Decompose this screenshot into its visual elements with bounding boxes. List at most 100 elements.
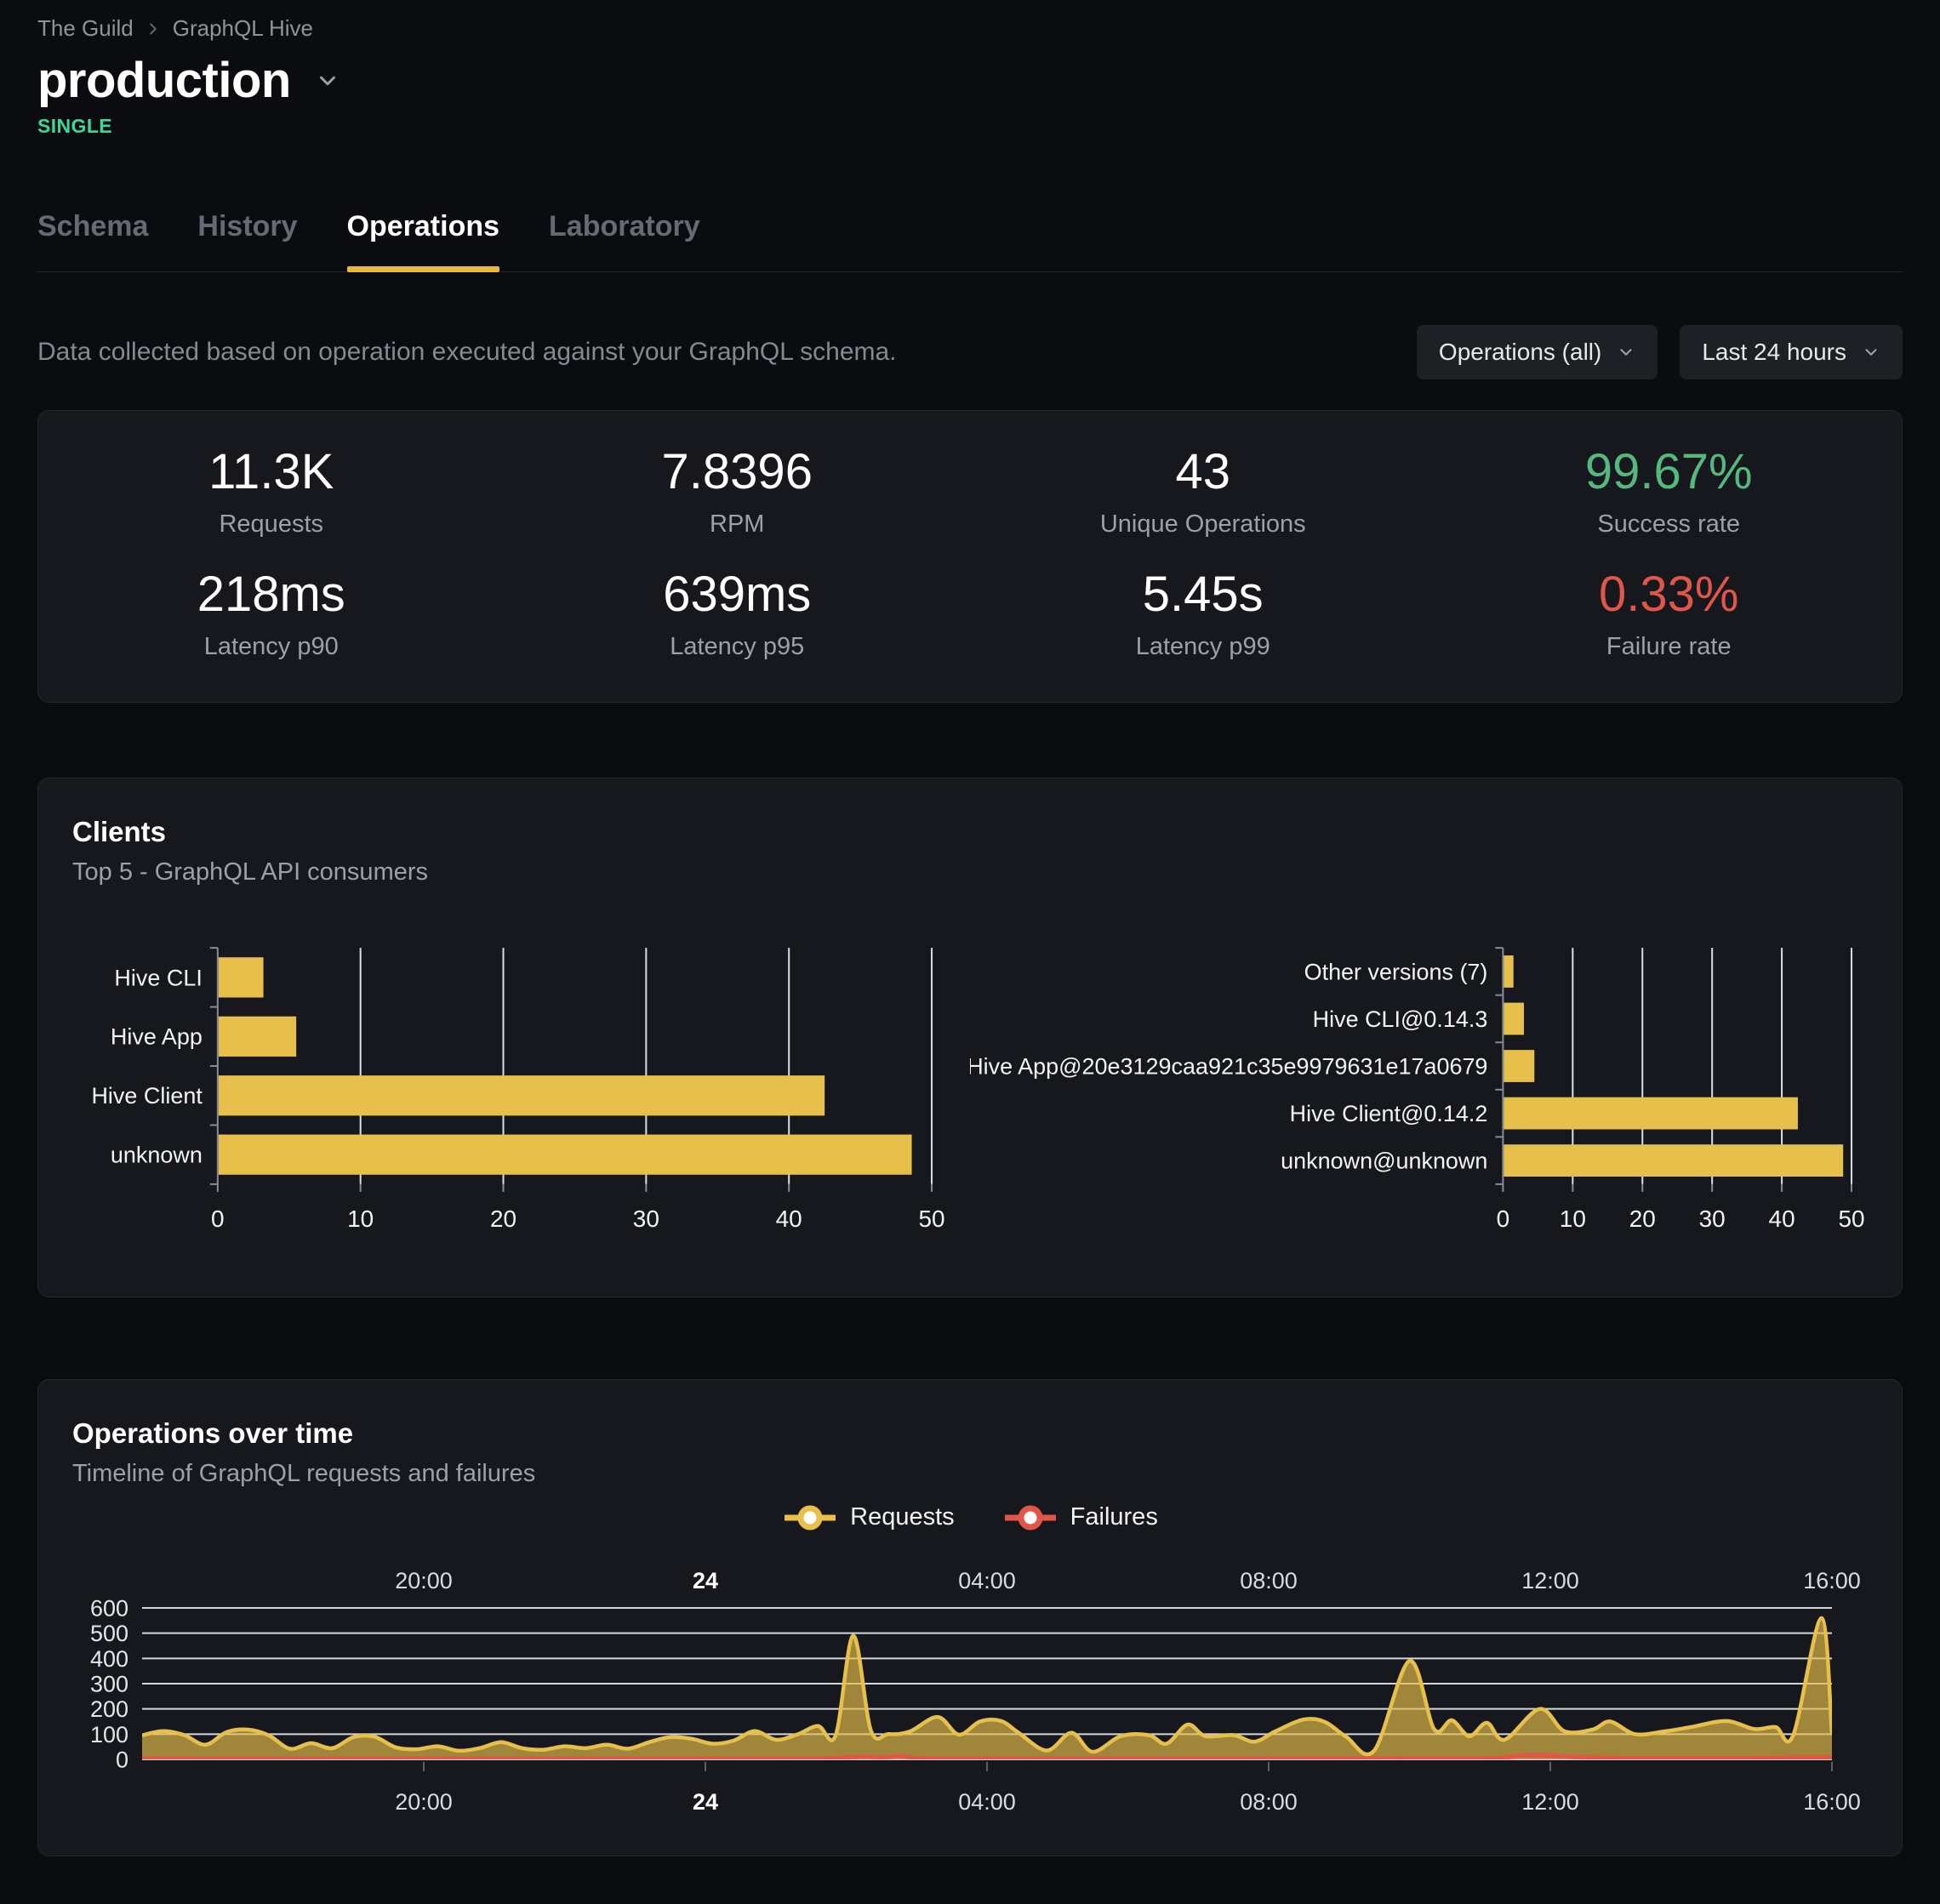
x-tick-label-bottom: 04:00 [958,1789,1016,1815]
x-tick-label-top: 12:00 [1521,1568,1579,1593]
requests-line [142,1616,1832,1757]
x-tick-label: 10 [347,1206,374,1232]
category-label: Hive CLI@0.14.3 [1313,1006,1488,1032]
timeline-card-subtitle: Timeline of GraphQL requests and failure… [72,1459,536,1487]
y-tick-label: 0 [116,1747,128,1772]
operations-filter-label: Operations (all) [1438,339,1602,366]
legend-label: Requests [850,1503,955,1531]
filters: Operations (all) Last 24 hours [1416,325,1903,380]
failures-series-marker-icon [1002,1503,1058,1532]
stat-value: 5.45s [1142,567,1264,623]
x-tick-label: 20 [1629,1206,1656,1232]
y-tick-label: 100 [90,1722,128,1747]
x-tick-label: 50 [1838,1206,1864,1232]
tab-bar: Schema History Operations Laboratory [37,209,1903,273]
time-range-dropdown[interactable]: Last 24 hours [1680,325,1903,380]
stat-requests: 11.3K Requests [38,444,505,539]
x-tick-label: 0 [211,1206,225,1232]
clients-card-title: Clients [72,816,167,848]
x-tick-label-top: 08:00 [1240,1568,1298,1593]
bar[interactable] [1504,955,1514,988]
client-versions-bar-chart[interactable]: Other versions (7) Hive CLI@0.14.3 Hive Ap… [970,941,1868,1235]
stat-label: Latency p99 [1135,633,1270,661]
y-tick-label: 400 [90,1646,128,1672]
tab-schema[interactable]: Schema [37,209,149,242]
category-label: unknown [111,1143,203,1168]
breadcrumb-project[interactable]: GraphQL Hive [172,15,313,41]
stat-value: 11.3K [208,444,334,500]
requests-area [142,1617,1832,1759]
requests-series-marker-icon [782,1503,838,1532]
category-label: Hive Client [91,1083,203,1109]
legend-item-failures[interactable]: Failures [1002,1503,1158,1532]
tab-operations[interactable]: Operations [346,210,500,273]
bar[interactable] [1504,1144,1844,1177]
category-label: Hive CLI [114,965,202,990]
chart-legend: Requests Failures [72,1503,1868,1532]
stat-latency-p99: 5.45s Latency p99 [970,567,1436,661]
y-tick-label: 600 [90,1595,128,1621]
target-type-badge: SINGLE [37,114,113,137]
tab-history[interactable]: History [197,209,298,242]
x-tick-label: 0 [1497,1206,1510,1232]
stat-value: 7.8396 [661,444,813,500]
bar[interactable] [1504,1002,1524,1035]
legend-label: Failures [1070,1503,1158,1531]
bar[interactable] [1504,1050,1535,1082]
target-picker-chevron-down-icon[interactable] [315,68,340,94]
operations-over-time-card: Operations over time Timeline of GraphQL… [37,1379,1903,1856]
stat-rpm: 7.8396 RPM [505,444,971,539]
chevron-down-icon [1617,343,1635,362]
x-tick-label-bottom: 12:00 [1521,1789,1579,1815]
clients-charts-row: Hive CLI Hive App Hive Client unknown 0 10 20 3… [72,941,1868,1235]
legend-item-requests[interactable]: Requests [782,1503,955,1532]
stat-label: Latency p95 [670,633,805,661]
breadcrumb-org[interactable]: The Guild [37,15,134,41]
stat-label: Latency p90 [203,633,339,661]
operations-filter-dropdown[interactable]: Operations (all) [1416,325,1658,380]
stat-value: 99.67% [1584,444,1753,500]
stat-label: Failure rate [1606,633,1732,661]
stat-value: 218ms [197,567,345,623]
stat-success-rate: 99.67% Success rate [1436,444,1903,539]
clients-card-subtitle: Top 5 - GraphQL API consumers [72,858,429,886]
x-tick-label: 40 [776,1206,802,1232]
stat-value: 43 [1175,444,1230,500]
y-tick-label: 500 [90,1621,128,1646]
tab-laboratory[interactable]: Laboratory [549,209,700,242]
chevron-down-icon [1862,343,1880,362]
toolbar: Data collected based on operation execut… [0,272,1940,380]
page-title: production [37,53,291,108]
x-tick-label: 20 [490,1206,516,1232]
timeline-card-title: Operations over time [72,1417,354,1450]
stat-failure-rate: 0.33% Failure rate [1436,567,1903,661]
clients-bar-chart[interactable]: Hive CLI Hive App Hive Client unknown 0 10 20 3… [72,941,970,1235]
stat-unique-operations: 43 Unique Operations [970,444,1436,539]
y-tick-label: 300 [90,1671,128,1696]
page-description: Data collected based on operation execut… [37,338,897,367]
breadcrumb: The Guild GraphQL Hive [37,15,1903,42]
stat-label: Success rate [1597,510,1741,539]
stat-latency-p90: 218ms Latency p90 [38,567,505,661]
bar[interactable] [218,957,264,998]
failures-line [142,1753,1832,1759]
x-tick-label-top: 20:00 [395,1568,453,1593]
category-label: Other versions (7) [1304,959,1488,984]
x-tick-label-top: 24 [693,1568,718,1593]
time-range-label: Last 24 hours [1702,339,1846,366]
category-label: Hive Client@0.14.2 [1290,1101,1488,1126]
x-tick-label-top: 04:00 [958,1568,1016,1593]
category-label: Hive App@20e3129caa921c35e9979631e17a067… [970,1053,1487,1079]
category-label: Hive App [111,1024,203,1050]
bar[interactable] [218,1016,297,1057]
x-tick-label: 50 [918,1206,944,1232]
bar[interactable] [218,1075,825,1116]
bar[interactable] [218,1134,912,1175]
x-tick-label: 10 [1560,1206,1586,1232]
bar[interactable] [1504,1097,1798,1130]
chevron-right-icon [144,20,163,38]
stat-label: Unique Operations [1099,510,1306,539]
stat-latency-p95: 639ms Latency p95 [505,567,971,661]
x-tick-label: 40 [1769,1206,1795,1232]
